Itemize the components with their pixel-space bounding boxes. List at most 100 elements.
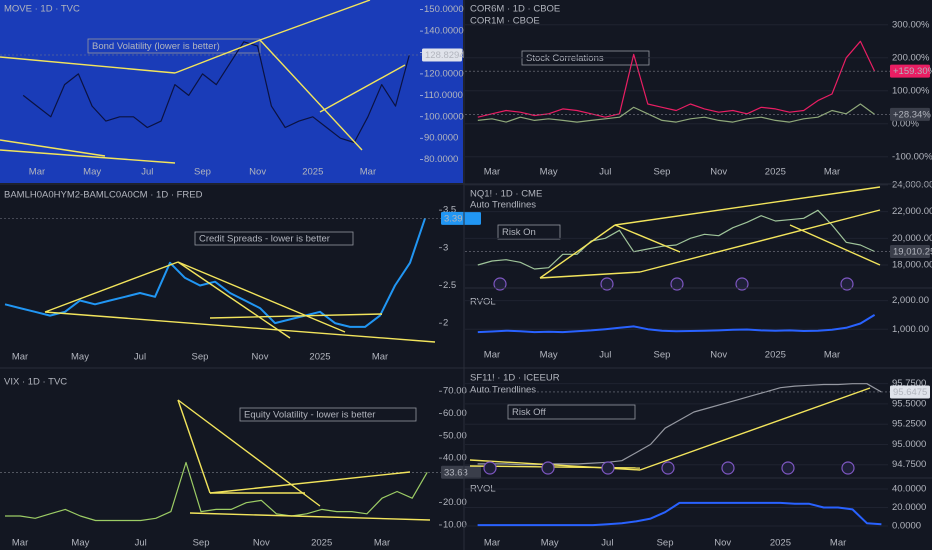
x-tick-label: Mar: [484, 167, 500, 178]
icon: [661, 461, 675, 475]
chart-title: SF11! · 1D · ICEEUR: [470, 373, 560, 384]
trendline: [177, 261, 291, 339]
trendline: [189, 512, 431, 521]
annotation: Bond Volatility (lower is better): [92, 41, 220, 52]
icon: [721, 461, 735, 475]
x-tick-label: 2025: [765, 350, 786, 361]
y-tick-label: 95.2500: [892, 419, 926, 430]
trendline: [614, 186, 881, 226]
series-line: [22, 41, 410, 144]
chart-title: MOVE · 1D · TVC: [4, 4, 80, 15]
icon: [600, 277, 614, 291]
chart-title: BAMLH0A0HYM2-BAMLC0A0CM · 1D · FRED: [4, 190, 203, 201]
x-tick-label: May: [71, 538, 89, 549]
icon: [541, 461, 555, 475]
trendline: [259, 39, 363, 151]
last-value-label: 19,010.25: [893, 247, 932, 258]
x-tick-label: 2025: [765, 167, 786, 178]
icon: [840, 277, 854, 291]
x-tick-label: May: [71, 352, 89, 363]
annotation-box: [497, 224, 561, 240]
y-tick-label: 150.0000: [424, 4, 464, 15]
icon: [483, 461, 497, 475]
x-tick-label: 2025: [302, 167, 323, 178]
y-tick-label: 40.0000: [892, 484, 926, 495]
trendline: [0, 139, 106, 157]
y-tick-label: 95.7500: [892, 378, 926, 389]
y-tick-label: 3: [443, 242, 448, 253]
x-tick-label: Mar: [484, 538, 500, 549]
x-tick-label: May: [83, 167, 101, 178]
x-tick-label: Mar: [824, 350, 840, 361]
y-tick-label: 300.00%: [892, 19, 930, 30]
annotation: Stock Correlations: [526, 53, 604, 64]
last-value-box: [422, 48, 462, 62]
x-tick-label: Mar: [29, 167, 45, 178]
y-tick-label: 0.00%: [892, 118, 919, 129]
y-tick-label: 1,000.00: [892, 324, 929, 335]
x-tick-label: Jul: [601, 538, 613, 549]
icon: [670, 277, 684, 291]
series-line: [477, 501, 882, 527]
y-tick-label: 70.00: [443, 386, 467, 397]
x-tick-label: Jul: [141, 167, 153, 178]
x-tick-label: Nov: [710, 350, 727, 361]
last-value-box: [890, 107, 930, 121]
y-tick-label: 18,000.00: [892, 260, 932, 271]
y-tick-label: 95.0000: [892, 439, 926, 450]
last-value-box: [441, 465, 481, 479]
y-tick-label: 95.5000: [892, 398, 926, 409]
x-tick-label: Mar: [830, 538, 846, 549]
y-tick-label: 200.00%: [892, 52, 930, 63]
series-line: [4, 218, 426, 328]
x-tick-label: Nov: [714, 538, 731, 549]
y-tick-label: 140.0000: [424, 26, 464, 37]
x-tick-label: Sep: [657, 538, 674, 549]
last-value-label: 33.63: [444, 467, 468, 478]
y-tick-label: 80.0000: [424, 154, 458, 165]
y-tick-label: 90.0000: [424, 133, 458, 144]
last-value-box: [890, 245, 930, 259]
y-tick-label: 24,000.00: [892, 180, 932, 191]
y-tick-label: 50.00: [443, 430, 467, 441]
trendline: [319, 64, 406, 113]
x-tick-label: Mar: [484, 350, 500, 361]
x-tick-label: May: [540, 167, 558, 178]
y-tick-label: 20.00: [443, 497, 467, 508]
x-tick-label: 2025: [311, 538, 332, 549]
y-tick-label: 60.00: [443, 408, 467, 419]
layer: MOVE · 1D · TVC Bond Volatility (lower is…: [0, 4, 932, 549]
icon: [601, 461, 615, 475]
trendline: [177, 261, 346, 333]
annotation: Credit Spreads - lower is better: [199, 234, 330, 245]
trendline: [0, 149, 176, 164]
y-tick-label: 2,000.00: [892, 295, 929, 306]
pane-title: RVOL: [470, 297, 496, 308]
annotation-box: [87, 38, 261, 54]
annotation-box: [194, 231, 354, 246]
x-tick-label: Jul: [135, 538, 147, 549]
x-tick-label: Jul: [599, 167, 611, 178]
trendline: [174, 39, 261, 74]
x-tick-label: Sep: [193, 538, 210, 549]
y-tick-label: 100.00%: [892, 85, 930, 96]
y-tick-label: 110.0000: [424, 90, 463, 101]
y-tick-label: 20,000.00: [892, 233, 932, 244]
x-tick-label: May: [541, 538, 559, 549]
x-tick-label: Jul: [134, 352, 146, 363]
y-tick-label: 40.00: [443, 453, 467, 464]
x-tick-label: Mar: [12, 352, 28, 363]
icon: [781, 461, 795, 475]
last-value-label: 95.6475: [893, 387, 927, 398]
y-tick-label: 3.5: [443, 205, 456, 216]
x-tick-label: May: [540, 350, 558, 361]
last-value-box: [890, 64, 930, 78]
y-tick-label: 10.00: [443, 519, 467, 530]
y-tick-label: 20.0000: [892, 502, 926, 513]
y-tick-label: 2: [443, 318, 448, 329]
annotation: Risk On: [502, 227, 536, 238]
y-tick-label: 22,000.00: [892, 206, 932, 217]
x-tick-label: 2025: [309, 352, 330, 363]
series-line: [477, 40, 876, 118]
